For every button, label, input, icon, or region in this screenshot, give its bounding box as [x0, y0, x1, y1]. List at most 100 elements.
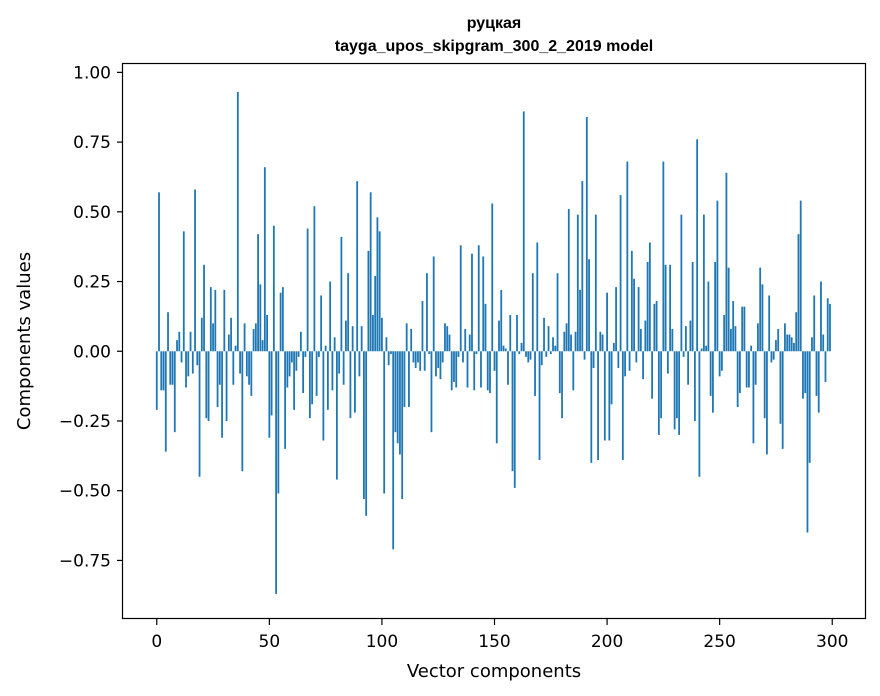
bar-98 [376, 217, 379, 352]
bar-61 [293, 351, 296, 410]
bars-group [155, 91, 831, 594]
bar-108 [399, 351, 401, 455]
bar-285 [797, 234, 800, 352]
bar-281 [788, 334, 791, 352]
bar-117 [419, 351, 422, 371]
bar-81 [338, 351, 341, 374]
bar-161 [518, 351, 521, 355]
x-tick-label: 0 [151, 632, 162, 652]
y-tick-label: −0.75 [59, 551, 111, 571]
bar-11 [180, 351, 183, 363]
y-tick-label: 0.00 [73, 342, 111, 362]
bar-194 [592, 351, 595, 368]
bar-206 [619, 195, 622, 352]
bar-274 [772, 351, 775, 360]
bar-162 [520, 342, 523, 352]
bar-150 [493, 351, 496, 371]
bar-265 [752, 351, 755, 444]
bar-78 [331, 351, 334, 391]
bar-197 [599, 331, 602, 352]
bar-254 [727, 267, 730, 352]
x-tick-label: 300 [816, 632, 848, 652]
bar-139 [468, 334, 471, 352]
bar-278 [781, 351, 784, 449]
bar-238 [691, 262, 694, 352]
bar-65 [302, 351, 305, 394]
y-tick-label: 0.75 [73, 133, 111, 153]
bar-8 [173, 351, 176, 433]
bar-121 [428, 351, 431, 355]
bar-252 [723, 315, 726, 352]
bar-152 [498, 320, 500, 352]
bar-214 [637, 287, 640, 352]
bar-12 [182, 231, 185, 352]
chart-subtitle: tayga_upos_skipgram_300_2_2019 model [335, 38, 653, 55]
bar-140 [471, 253, 473, 352]
bar-205 [617, 351, 620, 368]
bar-246 [709, 351, 712, 396]
bar-13 [185, 351, 187, 388]
x-tick-label: 50 [259, 632, 281, 652]
bar-122 [430, 351, 433, 433]
x-tick-label: 200 [591, 632, 623, 652]
bar-180 [561, 351, 563, 419]
bar-286 [799, 200, 802, 352]
bar-4 [164, 351, 167, 452]
bar-255 [730, 328, 732, 352]
bar-124 [435, 351, 437, 377]
bar-283 [793, 342, 795, 352]
bar-106 [394, 351, 397, 433]
bar-147 [486, 351, 489, 391]
bar-49 [266, 315, 268, 352]
bar-83 [342, 351, 345, 385]
bar-222 [655, 301, 658, 352]
bar-10 [178, 331, 181, 352]
bar-247 [712, 351, 714, 413]
bar-9 [176, 340, 178, 352]
bar-177 [554, 345, 557, 352]
bar-38 [241, 351, 244, 472]
bar-237 [689, 320, 692, 352]
bar-104 [390, 351, 392, 355]
bar-287 [802, 351, 804, 399]
bar-267 [757, 323, 759, 352]
bar-120 [426, 273, 428, 352]
bar-217 [644, 320, 647, 352]
bar-133 [455, 351, 458, 388]
bar-142 [475, 351, 478, 355]
bar-272 [768, 295, 771, 352]
x-axis-ticks: 0 50 100 150 200 250 300 [151, 619, 848, 652]
chart-title: руцкая [467, 15, 522, 32]
bar-280 [786, 334, 789, 352]
bar-134 [457, 351, 460, 357]
bar-128 [444, 323, 446, 352]
bar-73 [320, 295, 323, 352]
bar-226 [664, 264, 667, 352]
bar-149 [491, 203, 494, 352]
bar-297 [824, 351, 827, 382]
y-axis-label: Components values [14, 252, 35, 430]
bar-60 [290, 351, 293, 363]
bar-212 [633, 278, 635, 352]
bar-166 [529, 351, 532, 360]
bar-160 [516, 315, 518, 352]
bar-29 [221, 351, 223, 438]
bar-253 [725, 172, 728, 352]
bar-184 [570, 334, 572, 352]
bar-172 [543, 317, 545, 352]
bar-208 [624, 351, 626, 377]
bar-31 [225, 351, 228, 421]
bar-213 [635, 351, 638, 363]
bar-47 [261, 340, 264, 352]
bar-103 [387, 351, 390, 366]
bar-242 [700, 348, 703, 352]
bar-24 [209, 287, 212, 352]
bar-201 [608, 351, 611, 441]
bar-235 [684, 326, 687, 352]
bar-290 [808, 351, 811, 463]
bar-19 [198, 351, 201, 477]
bar-232 [678, 351, 681, 435]
bar-110 [403, 351, 406, 408]
bar-209 [626, 161, 629, 352]
bar-22 [205, 351, 208, 419]
